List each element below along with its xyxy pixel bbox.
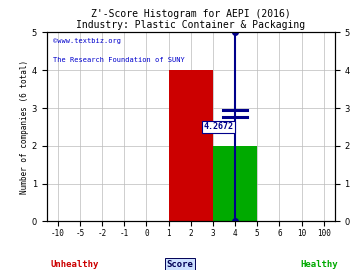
Text: Score: Score	[167, 260, 193, 269]
Text: The Research Foundation of SUNY: The Research Foundation of SUNY	[53, 57, 184, 63]
Text: ©www.textbiz.org: ©www.textbiz.org	[53, 38, 121, 44]
Title: Z'-Score Histogram for AEPI (2016)
Industry: Plastic Container & Packaging: Z'-Score Histogram for AEPI (2016) Indus…	[76, 9, 305, 30]
Bar	[168, 70, 213, 221]
Text: Unhealthy: Unhealthy	[50, 260, 99, 269]
Text: Healthy: Healthy	[301, 260, 338, 269]
Y-axis label: Number of companies (6 total): Number of companies (6 total)	[20, 60, 29, 194]
Text: 4.2672: 4.2672	[203, 122, 233, 131]
Bar	[213, 146, 257, 221]
